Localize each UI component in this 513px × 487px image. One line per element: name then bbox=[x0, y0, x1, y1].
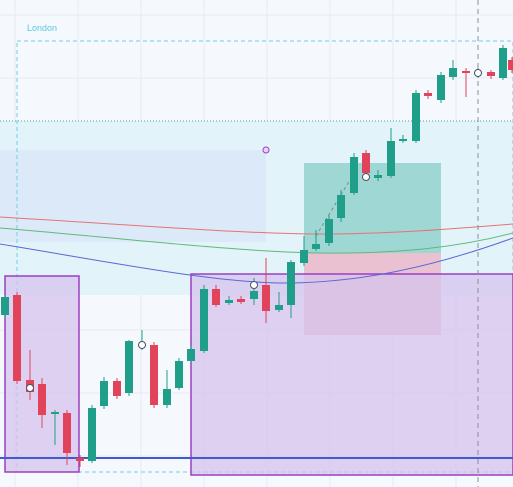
candle-body bbox=[387, 141, 395, 176]
candle-body bbox=[437, 75, 445, 100]
candle-body bbox=[76, 458, 84, 461]
candle-body bbox=[250, 291, 258, 299]
candle-body bbox=[200, 289, 208, 351]
candle-body bbox=[300, 250, 308, 263]
signal-marker bbox=[250, 281, 258, 289]
candle-body bbox=[38, 384, 46, 415]
candle-body bbox=[212, 289, 220, 305]
signal-marker bbox=[138, 341, 146, 349]
candle-body bbox=[399, 139, 407, 141]
candle-body bbox=[225, 300, 233, 303]
candle-body bbox=[262, 285, 270, 311]
candle-body bbox=[499, 48, 507, 78]
profit-zone bbox=[304, 163, 441, 253]
candle-body bbox=[287, 262, 295, 305]
candle-body bbox=[362, 153, 370, 173]
candle-body bbox=[325, 219, 333, 243]
candle-body bbox=[163, 389, 171, 405]
highlight-box bbox=[190, 273, 513, 476]
candle-body bbox=[350, 157, 358, 193]
candle-body bbox=[88, 408, 96, 461]
candle-body bbox=[424, 93, 432, 96]
candle-body bbox=[412, 93, 420, 141]
candle-body bbox=[449, 68, 457, 77]
candle-body bbox=[113, 381, 121, 396]
candle-body bbox=[337, 195, 345, 218]
candle-body bbox=[63, 413, 71, 453]
candle-body bbox=[312, 244, 320, 249]
candle-body bbox=[237, 299, 245, 302]
candles bbox=[1, 45, 513, 467]
signal-marker bbox=[26, 384, 34, 392]
candle-body bbox=[487, 72, 495, 76]
session-label: London bbox=[27, 23, 57, 33]
marker bbox=[262, 146, 270, 154]
session-box bbox=[16, 40, 513, 473]
candle-body bbox=[374, 175, 382, 178]
signal-marker bbox=[362, 173, 370, 181]
range-zone bbox=[0, 150, 266, 242]
moving-average bbox=[0, 216, 513, 235]
signal-marker bbox=[474, 69, 482, 77]
candle-body bbox=[275, 305, 283, 310]
candle-body bbox=[187, 349, 195, 361]
candle-body bbox=[125, 341, 133, 393]
candle-body bbox=[175, 361, 183, 388]
candle-body bbox=[13, 295, 21, 381]
candle-body bbox=[462, 71, 470, 73]
candle-body bbox=[1, 297, 9, 315]
candle-body bbox=[508, 60, 513, 70]
trend-line bbox=[315, 169, 357, 237]
candle-body bbox=[51, 412, 59, 414]
candle-body bbox=[150, 345, 158, 405]
candle-body bbox=[100, 381, 108, 406]
